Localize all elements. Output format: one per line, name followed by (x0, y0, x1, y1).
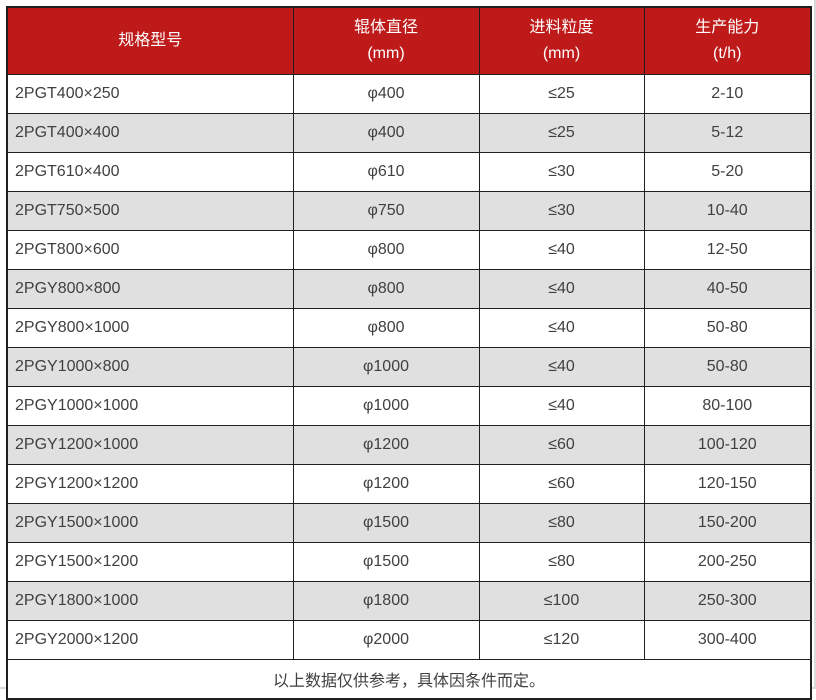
model-cell: 2PGY800×1000 (6, 308, 294, 348)
capacity-cell: 5-12 (643, 113, 812, 153)
col-header-capacity-unit: (t/h) (713, 45, 742, 62)
col-header-feed-size: 进料粒度 (mm) (478, 6, 645, 75)
capacity-cell: 5-20 (643, 152, 812, 192)
capacity-cell: 100-120 (643, 425, 812, 465)
col-header-capacity-label: 生产能力 (695, 19, 760, 36)
model-cell: 2PGT400×400 (6, 113, 294, 153)
capacity-cell: 10-40 (643, 191, 812, 231)
col-header-roller-diameter: 辊体直径 (mm) (292, 6, 480, 75)
table-row: 2PGY2000×1200 φ2000 ≤120 300-400 (6, 620, 812, 660)
diameter-cell: φ800 (292, 230, 480, 270)
diameter-cell: φ800 (292, 308, 480, 348)
feed-size-cell: ≤30 (478, 191, 645, 231)
table-row: 2PGT400×400 φ400 ≤25 5-12 (6, 113, 812, 153)
diameter-cell: φ1800 (292, 581, 480, 621)
feed-size-cell: ≤40 (478, 347, 645, 387)
col-header-feed-size-unit: (mm) (542, 45, 581, 62)
table-row: 2PGY1200×1200 φ1200 ≤60 120-150 (6, 464, 812, 504)
diameter-cell: φ800 (292, 269, 480, 309)
table-row: 2PGY1500×1000 φ1500 ≤80 150-200 (6, 503, 812, 543)
capacity-cell: 200-250 (643, 542, 812, 582)
capacity-cell: 40-50 (643, 269, 812, 309)
diameter-cell: φ1500 (292, 503, 480, 543)
feed-size-cell: ≤100 (478, 581, 645, 621)
table-row: 2PGY1500×1200 φ1500 ≤80 200-250 (6, 542, 812, 582)
table-row: 2PGY1800×1000 φ1800 ≤100 250-300 (6, 581, 812, 621)
model-cell: 2PGY1000×800 (6, 347, 294, 387)
diameter-cell: φ1500 (292, 542, 480, 582)
table-row: 2PGY1000×1000 φ1000 ≤40 80-100 (6, 386, 812, 426)
feed-size-cell: ≤80 (478, 542, 645, 582)
table-row: 2PGY1000×800 φ1000 ≤40 50-80 (6, 347, 812, 387)
col-header-roller-diameter-unit: (mm) (367, 45, 405, 62)
table-row: 2PGT750×500 φ750 ≤30 10-40 (6, 191, 812, 231)
table-row: 2PGY800×1000 φ800 ≤40 50-80 (6, 308, 812, 348)
feed-size-cell: ≤40 (478, 386, 645, 426)
col-header-model: 规格型号 (6, 6, 294, 75)
model-cell: 2PGY2000×1200 (6, 620, 294, 660)
model-cell: 2PGY1800×1000 (6, 581, 294, 621)
feed-size-cell: ≤40 (478, 308, 645, 348)
diameter-cell: φ400 (292, 113, 480, 153)
spec-table: 规格型号 辊体直径 (mm) 进料粒度 (mm) 生产能力 (t/h) 2PGT… (6, 6, 812, 700)
model-cell: 2PGY1000×1000 (6, 386, 294, 426)
model-cell: 2PGY1500×1000 (6, 503, 294, 543)
model-cell: 2PGY1500×1200 (6, 542, 294, 582)
diameter-cell: φ1000 (292, 347, 480, 387)
col-header-capacity: 生产能力 (t/h) (643, 6, 812, 75)
feed-size-cell: ≤40 (478, 269, 645, 309)
table-row: 2PGY1200×1000 φ1200 ≤60 100-120 (6, 425, 812, 465)
diameter-cell: φ400 (292, 74, 480, 114)
model-cell: 2PGT800×600 (6, 230, 294, 270)
feed-size-cell: ≤40 (478, 230, 645, 270)
capacity-cell: 12-50 (643, 230, 812, 270)
model-cell: 2PGY1200×1000 (6, 425, 294, 465)
table-row: 2PGT400×250 φ400 ≤25 2-10 (6, 74, 812, 114)
diameter-cell: φ2000 (292, 620, 480, 660)
diameter-cell: φ1000 (292, 386, 480, 426)
capacity-cell: 120-150 (643, 464, 812, 504)
feed-size-cell: ≤25 (478, 74, 645, 114)
table-footer: 以上数据仅供参考，具体因条件而定。 (6, 659, 812, 700)
col-header-feed-size-label: 进料粒度 (529, 19, 594, 36)
model-cell: 2PGY1200×1200 (6, 464, 294, 504)
table-header: 规格型号 辊体直径 (mm) 进料粒度 (mm) 生产能力 (t/h) (6, 6, 812, 75)
footnote-text: 以上数据仅供参考，具体因条件而定。 (6, 659, 812, 700)
diameter-cell: φ1200 (292, 425, 480, 465)
model-cell: 2PGT610×400 (6, 152, 294, 192)
feed-size-cell: ≤120 (478, 620, 645, 660)
model-cell: 2PGT400×250 (6, 74, 294, 114)
table-row: 2PGY800×800 φ800 ≤40 40-50 (6, 269, 812, 309)
feed-size-cell: ≤80 (478, 503, 645, 543)
capacity-cell: 50-80 (643, 347, 812, 387)
col-header-model-label: 规格型号 (118, 32, 183, 49)
capacity-cell: 150-200 (643, 503, 812, 543)
table-body: 2PGT400×250 φ400 ≤25 2-10 2PGT400×400 φ400 ≤25… (6, 74, 812, 660)
feed-size-cell: ≤60 (478, 464, 645, 504)
feed-size-cell: ≤60 (478, 425, 645, 465)
footnote-row: 以上数据仅供参考，具体因条件而定。 (6, 659, 812, 700)
diameter-cell: φ750 (292, 191, 480, 231)
col-header-roller-diameter-label: 辊体直径 (353, 19, 418, 36)
capacity-cell: 2-10 (643, 74, 812, 114)
feed-size-cell: ≤25 (478, 113, 645, 153)
table-row: 2PGT800×600 φ800 ≤40 12-50 (6, 230, 812, 270)
capacity-cell: 80-100 (643, 386, 812, 426)
capacity-cell: 300-400 (643, 620, 812, 660)
feed-size-cell: ≤30 (478, 152, 645, 192)
header-row: 规格型号 辊体直径 (mm) 进料粒度 (mm) 生产能力 (t/h) (6, 6, 812, 75)
diameter-cell: φ1200 (292, 464, 480, 504)
model-cell: 2PGY800×800 (6, 269, 294, 309)
diameter-cell: φ610 (292, 152, 480, 192)
capacity-cell: 50-80 (643, 308, 812, 348)
table-row: 2PGT610×400 φ610 ≤30 5-20 (6, 152, 812, 192)
capacity-cell: 250-300 (643, 581, 812, 621)
model-cell: 2PGT750×500 (6, 191, 294, 231)
